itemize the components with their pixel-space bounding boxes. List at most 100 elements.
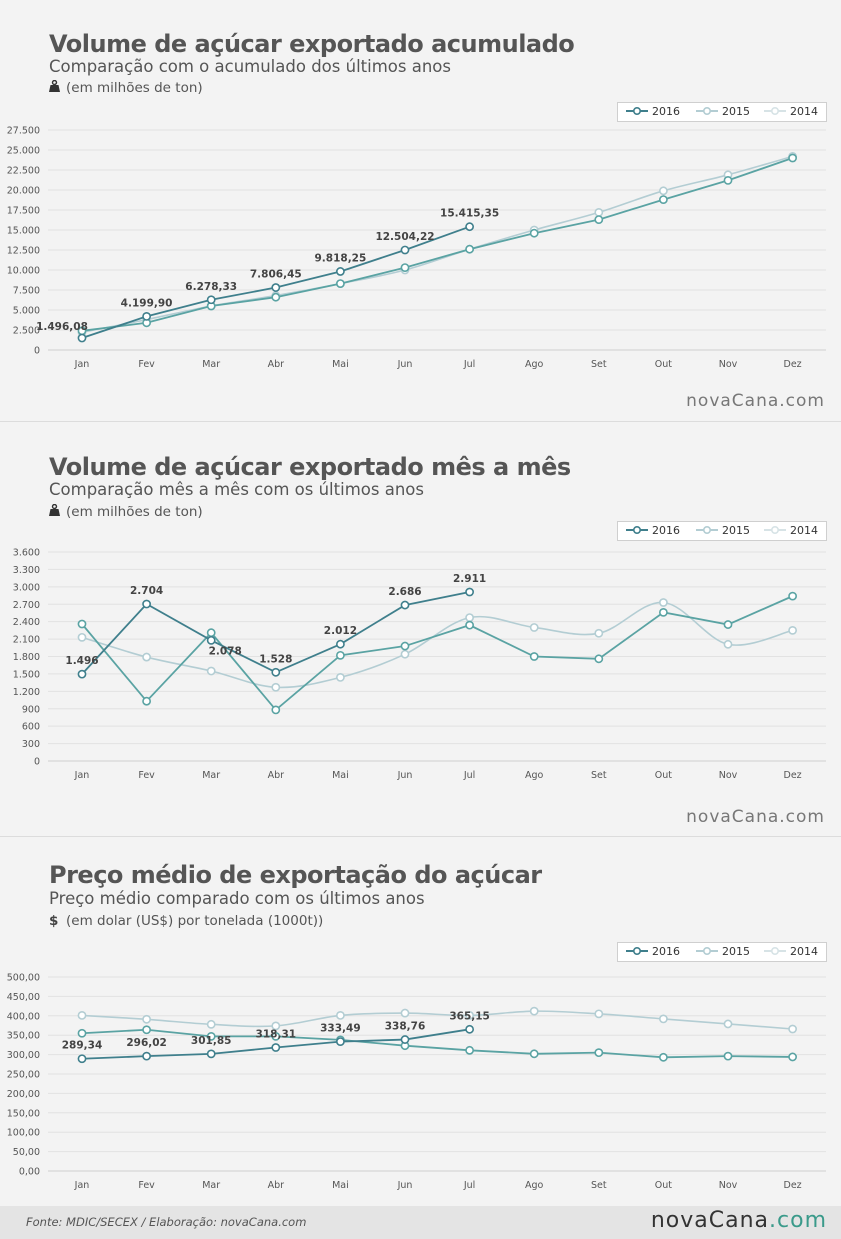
chart-subtitle: Comparação mês a mês com os últimos anos	[49, 480, 424, 499]
x-tick-label: Abr	[268, 770, 285, 781]
y-tick-label: 22.500	[7, 166, 40, 177]
data-point-2015	[529, 652, 539, 661]
x-tick-label: Nov	[719, 1180, 738, 1191]
data-point-2014	[400, 1008, 410, 1018]
y-tick-label: 20.000	[7, 186, 40, 197]
x-tick-label: Mai	[332, 1180, 349, 1191]
data-point-2016	[271, 1043, 281, 1052]
y-tick-label: 2.400	[13, 617, 40, 628]
data-point-2015	[142, 1025, 151, 1035]
data-point-2016	[142, 1051, 151, 1061]
data-point-2016	[142, 312, 151, 321]
data-point-2016	[400, 245, 410, 255]
data-label: 12.504,22	[375, 231, 434, 243]
data-point-2014	[271, 1021, 281, 1031]
legend-swatch-2016	[626, 106, 648, 116]
data-point-2014	[335, 1011, 345, 1020]
legend-swatch-2014	[764, 525, 786, 535]
y-tick-label: 200,00	[7, 1089, 40, 1100]
y-tick-label: 450,00	[7, 992, 40, 1003]
y-tick-label: 1.200	[13, 687, 40, 698]
x-tick-label: Mar	[202, 359, 220, 370]
data-point-2014	[465, 1011, 474, 1020]
x-tick-label: Nov	[719, 770, 738, 781]
data-point-2015	[788, 591, 797, 601]
y-tick-label: 600	[22, 722, 40, 733]
data-point-2015	[206, 628, 216, 638]
data-label: 15.415,35	[440, 208, 499, 220]
data-label: 301,85	[191, 1035, 232, 1047]
data-point-2014	[271, 682, 281, 692]
legend-label-2016: 2016	[652, 524, 680, 537]
y-tick-label: 17.500	[7, 206, 40, 217]
data-point-2015	[142, 696, 151, 706]
series-line-2015	[81, 1028, 793, 1059]
data-label: 1.496	[65, 655, 98, 667]
data-point-2014	[206, 666, 216, 676]
data-point-2016	[271, 283, 281, 292]
data-point-2016	[77, 333, 87, 343]
x-tick-label: Ago	[525, 359, 544, 370]
data-point-2014	[465, 613, 474, 623]
y-tick-label: 0,00	[19, 1167, 40, 1178]
y-tick-label: 2.100	[13, 635, 40, 646]
data-point-2015	[659, 1052, 668, 1062]
x-tick-label: Jun	[397, 359, 413, 370]
x-tick-label: Abr	[268, 359, 285, 370]
y-tick-label: 3.000	[13, 582, 40, 593]
data-label: 2.686	[388, 586, 421, 598]
data-point-2015	[77, 1028, 87, 1038]
y-tick-label: 0	[34, 757, 40, 768]
chart-subtitle: Comparação com o acumulado dos últimos a…	[49, 57, 451, 76]
x-tick-label: Jan	[74, 1180, 90, 1191]
x-tick-label: Jan	[74, 770, 90, 781]
data-point-2014	[594, 207, 604, 217]
legend-swatch-2016	[626, 946, 648, 956]
data-point-2015	[271, 292, 281, 302]
data-point-2014	[659, 598, 668, 607]
data-point-2016	[77, 1054, 87, 1064]
weight-icon	[49, 503, 61, 520]
data-point-2014	[206, 1019, 216, 1029]
data-point-2014	[723, 1019, 733, 1029]
data-label: 9.818,25	[314, 252, 366, 264]
data-point-2014	[142, 1014, 151, 1024]
y-tick-label: 2.700	[13, 600, 40, 611]
unit-text: (em milhões de ton)	[66, 504, 203, 520]
y-tick-label: 300,00	[7, 1050, 40, 1061]
x-tick-label: Mai	[332, 359, 349, 370]
y-tick-label: 25.000	[7, 146, 40, 157]
data-point-2016	[206, 295, 216, 305]
unit-text: (em dolar (US$) por tonelada (1000t))	[66, 913, 324, 929]
legend-swatch-2015	[696, 946, 718, 956]
data-label: 296,02	[126, 1037, 167, 1049]
x-tick-label: Jun	[397, 1180, 413, 1191]
data-label: 289,34	[62, 1040, 103, 1052]
data-point-2015	[529, 228, 539, 238]
brand-tld: .com	[769, 1208, 827, 1233]
data-point-2015	[465, 620, 474, 630]
y-tick-label: 900	[22, 704, 40, 715]
x-tick-label: Ago	[525, 770, 544, 781]
y-tick-label: 12.500	[7, 246, 40, 257]
data-point-2014	[594, 628, 604, 638]
data-point-2016	[465, 587, 474, 597]
data-point-2015	[659, 195, 668, 204]
data-label: 6.278,33	[185, 281, 237, 293]
panel-accumulated: Volume de açúcar exportado acumulado Com…	[0, 0, 841, 422]
chart-title: Preço médio de exportação do açúcar	[49, 861, 542, 889]
x-tick-label: Jan	[74, 359, 90, 370]
data-point-2014	[77, 632, 87, 642]
data-point-2015	[465, 244, 474, 254]
chart-monthly: 0 300 600 900 1.200 1.500 1.800 2.100 2.400 2.700…	[13, 548, 826, 781]
legend-swatch-2015	[696, 106, 718, 116]
data-point-2014	[594, 1009, 604, 1019]
y-tick-label: 1.800	[13, 652, 40, 663]
unit-text: (em milhões de ton)	[66, 80, 203, 96]
source-note: Fonte: MDIC/SECEX / Elaboração: novaCana…	[26, 1215, 307, 1229]
data-point-2016	[271, 667, 281, 677]
data-label: 365,15	[449, 1010, 490, 1022]
data-label: 4.199,90	[121, 297, 173, 309]
unit-label: (em milhões de ton)	[49, 79, 203, 96]
legend-label-2014: 2014	[790, 945, 818, 958]
